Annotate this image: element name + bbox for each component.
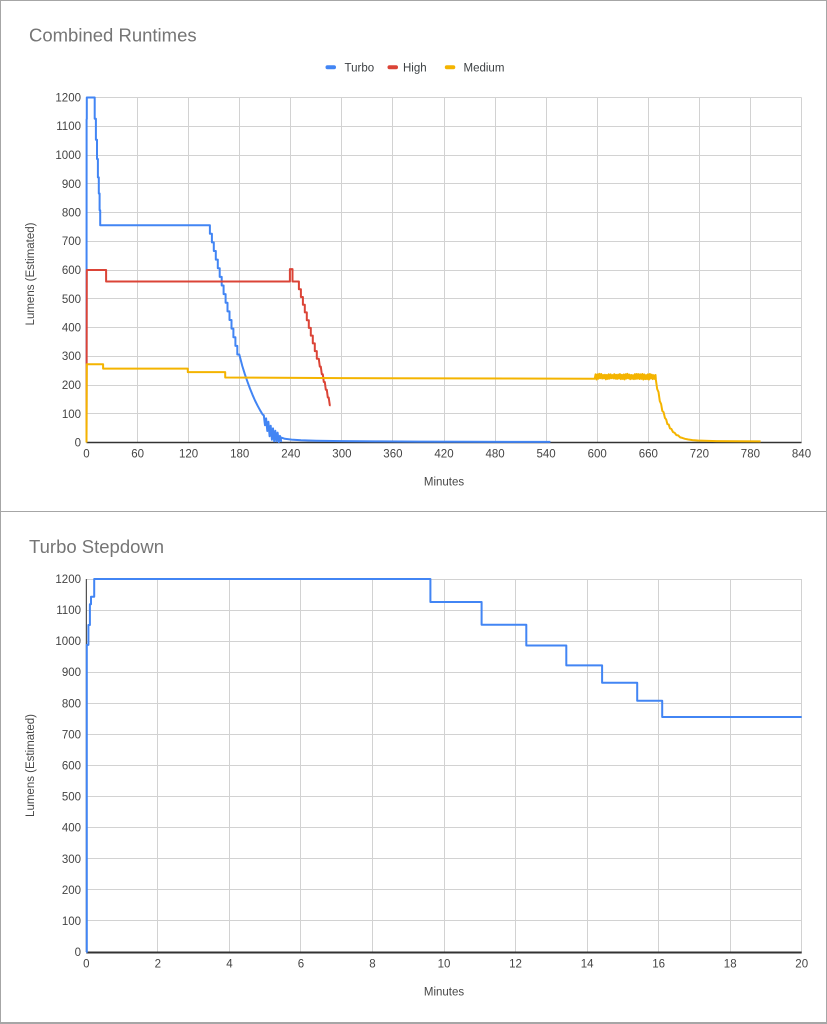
svg-text:8: 8 <box>369 959 375 971</box>
svg-text:1100: 1100 <box>56 121 81 133</box>
svg-text:120: 120 <box>179 448 198 460</box>
svg-text:1200: 1200 <box>55 574 81 586</box>
svg-text:800: 800 <box>62 698 81 710</box>
svg-text:Minutes: Minutes <box>424 476 465 488</box>
svg-text:720: 720 <box>690 448 709 460</box>
svg-text:1000: 1000 <box>55 636 81 648</box>
svg-text:360: 360 <box>383 448 402 460</box>
svg-text:Turbo: Turbo <box>345 62 375 74</box>
svg-text:6: 6 <box>298 959 304 971</box>
svg-text:16: 16 <box>652 959 665 971</box>
svg-text:480: 480 <box>486 448 505 460</box>
svg-text:240: 240 <box>281 448 300 460</box>
svg-text:0: 0 <box>75 947 81 959</box>
svg-text:200: 200 <box>62 885 81 897</box>
svg-text:60: 60 <box>131 448 144 460</box>
svg-text:Medium: Medium <box>464 62 505 74</box>
svg-text:0: 0 <box>83 448 89 460</box>
svg-text:780: 780 <box>741 448 760 460</box>
svg-text:800: 800 <box>62 208 81 220</box>
svg-text:Lumens (Estimated): Lumens (Estimated) <box>25 222 37 325</box>
svg-text:700: 700 <box>62 729 81 741</box>
svg-text:300: 300 <box>332 448 351 460</box>
svg-text:660: 660 <box>639 448 658 460</box>
svg-text:0: 0 <box>83 959 89 971</box>
svg-text:0: 0 <box>75 438 81 450</box>
svg-text:900: 900 <box>62 667 81 679</box>
svg-text:540: 540 <box>537 448 556 460</box>
svg-text:180: 180 <box>230 448 249 460</box>
svg-text:100: 100 <box>62 409 81 421</box>
svg-text:840: 840 <box>792 448 811 460</box>
svg-text:1200: 1200 <box>55 93 81 105</box>
svg-text:1000: 1000 <box>55 150 81 162</box>
svg-text:100: 100 <box>62 916 81 928</box>
svg-text:500: 500 <box>62 792 81 804</box>
svg-text:Combined Runtimes: Combined Runtimes <box>29 25 197 46</box>
svg-text:500: 500 <box>62 294 81 306</box>
svg-text:700: 700 <box>62 236 81 248</box>
svg-text:600: 600 <box>62 761 81 773</box>
svg-text:300: 300 <box>62 854 81 866</box>
svg-text:300: 300 <box>62 351 81 363</box>
svg-text:10: 10 <box>438 959 451 971</box>
svg-text:18: 18 <box>724 959 737 971</box>
svg-text:200: 200 <box>62 380 81 392</box>
svg-text:Lumens (Estimated): Lumens (Estimated) <box>25 714 37 817</box>
svg-text:1100: 1100 <box>56 605 81 617</box>
svg-text:4: 4 <box>226 959 233 971</box>
svg-text:High: High <box>403 62 427 74</box>
svg-text:900: 900 <box>62 179 81 191</box>
svg-text:20: 20 <box>795 959 808 971</box>
svg-text:600: 600 <box>62 265 81 277</box>
svg-text:420: 420 <box>434 448 453 460</box>
svg-text:12: 12 <box>509 959 522 971</box>
svg-text:600: 600 <box>588 448 607 460</box>
svg-text:400: 400 <box>62 323 81 335</box>
svg-text:2: 2 <box>155 959 161 971</box>
svg-text:Minutes: Minutes <box>424 986 465 998</box>
svg-text:400: 400 <box>62 823 81 835</box>
svg-text:14: 14 <box>581 959 594 971</box>
svg-text:Turbo Stepdown: Turbo Stepdown <box>29 536 164 557</box>
